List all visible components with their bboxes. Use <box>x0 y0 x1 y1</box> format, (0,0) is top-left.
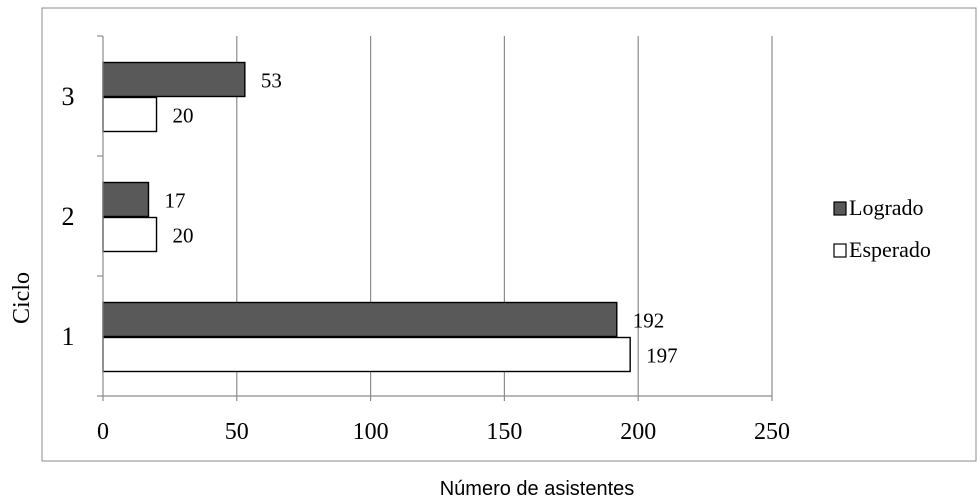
legend-label: Logrado <box>849 195 924 220</box>
legend: Logrado Esperado <box>833 195 931 262</box>
bar-esperado <box>102 96 158 133</box>
data-label: 17 <box>164 189 185 213</box>
y-tick-label: 2 <box>62 202 75 231</box>
data-label: 197 <box>646 344 678 368</box>
x-tick-label: 150 <box>486 419 522 445</box>
y-tick-label: 3 <box>62 82 75 111</box>
bar-esperado <box>102 336 631 373</box>
x-axis-title: Número de asistentes <box>440 478 635 500</box>
y-axis-title: Ciclo <box>9 272 35 324</box>
legend-label: Esperado <box>849 237 931 262</box>
bar-logrado <box>102 181 150 218</box>
data-label: 53 <box>261 69 282 93</box>
labels: 0 50 100 150 200 250 1 192 197 2 17 20 3 53 20 <box>62 69 791 446</box>
x-tick-label: 100 <box>353 419 389 445</box>
axes <box>97 35 773 401</box>
data-label: 192 <box>633 309 665 333</box>
x-tick-label: 250 <box>754 419 790 445</box>
data-label: 20 <box>173 224 194 248</box>
x-tick-label: 200 <box>620 419 656 445</box>
bar-logrado <box>102 61 246 98</box>
x-tick-label: 0 <box>97 419 109 445</box>
legend-swatch <box>833 201 847 216</box>
y-tick-label: 1 <box>62 322 75 351</box>
bar-esperado <box>102 216 158 253</box>
x-tick-label: 50 <box>225 419 249 445</box>
legend-swatch <box>833 243 847 258</box>
bar-logrado <box>102 301 618 338</box>
data-label: 20 <box>173 104 194 128</box>
